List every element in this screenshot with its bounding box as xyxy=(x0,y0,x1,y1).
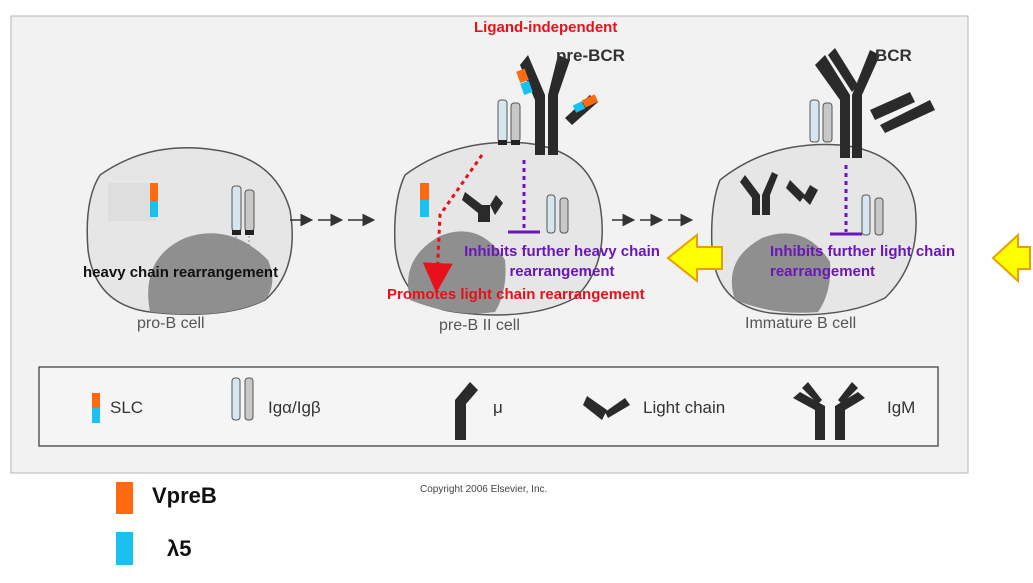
pre-b-ii-cell-caption: pre-B II cell xyxy=(439,317,520,334)
inhibits-light-line1: Inhibits further light chain xyxy=(770,243,955,260)
vpreb-key-label: VpreB xyxy=(152,483,217,508)
pre-bcr-label: pre-BCR xyxy=(556,46,625,65)
pre-b-ii-cell-graphic xyxy=(393,55,603,316)
inhibits-light-line2: rearrangement xyxy=(770,263,876,280)
ligand-independent-label: Ligand-independent xyxy=(474,19,618,36)
pro-b-cell-graphic xyxy=(86,147,293,316)
heavy-chain-rearrangement-label: heavy chain rearrangement xyxy=(83,264,279,281)
legend-ig: Igα/Igβ xyxy=(268,398,321,417)
lambda5-swatch xyxy=(116,532,133,565)
copyright-text: Copyright 2006 Elsevier, Inc. xyxy=(420,484,548,495)
inhibits-heavy-line1: Inhibits further heavy chain xyxy=(464,243,660,260)
vpreb-swatch xyxy=(116,482,133,514)
promotes-light-label: Promotes light chain rearrangement xyxy=(387,286,645,303)
inhibits-light-label: Inhibits further light chain rearrangeme… xyxy=(770,242,955,282)
immature-b-cell-caption: Immature B cell xyxy=(745,315,857,332)
legend-light-chain: Light chain xyxy=(643,398,726,417)
inhibit-line-icon xyxy=(508,160,540,234)
dotted-arrow-icon xyxy=(422,154,484,293)
legend-mu: μ xyxy=(493,398,503,417)
inhibits-heavy-label: Inhibits further heavy chain rearrangeme… xyxy=(447,242,677,282)
lambda5-icon xyxy=(150,201,158,217)
ig-alpha-beta-icon xyxy=(231,185,255,248)
legend-igm: IgM xyxy=(887,398,916,417)
lambda5-key-label: λ5 xyxy=(167,536,192,561)
legend-box xyxy=(38,366,939,447)
inhibits-heavy-line2: rearrangement xyxy=(509,263,615,280)
immature-b-cell-graphic xyxy=(710,48,935,316)
bcr-label: BCR xyxy=(875,46,912,65)
pro-b-cell-caption: pro-B cell xyxy=(137,315,205,332)
vpreb-icon xyxy=(150,183,158,201)
legend-slc: SLC xyxy=(110,398,144,417)
block-arrow-left-icon xyxy=(666,232,1031,284)
